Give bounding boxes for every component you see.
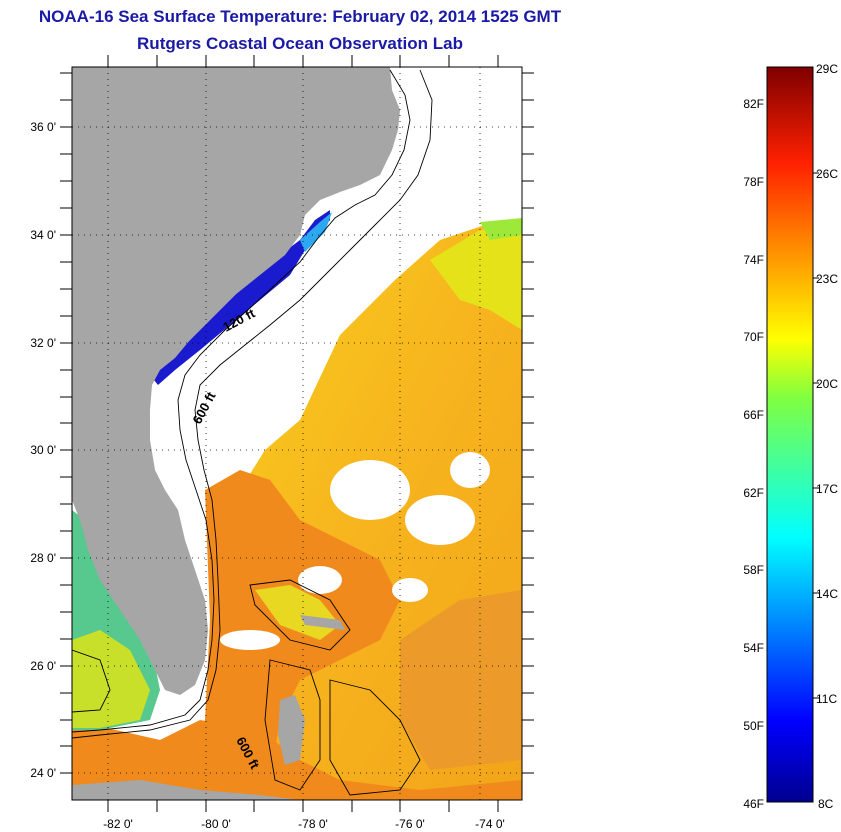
lon-label: -78 0' xyxy=(298,817,328,831)
axis-ticks xyxy=(60,55,534,812)
colorbar-fahrenheit-label: 50F xyxy=(743,719,764,733)
lat-label: 34 0' xyxy=(30,228,56,242)
colorbar-fahrenheit-label: 54F xyxy=(743,641,764,655)
colorbar-fahrenheit-label: 62F xyxy=(743,486,764,500)
colorbar-celsius-label: 23C xyxy=(816,272,838,286)
lon-label: -80 0' xyxy=(201,817,231,831)
colorbar-fahrenheit-label: 82F xyxy=(743,97,764,111)
colorbar-celsius-label: 17C xyxy=(816,482,838,496)
colorbar-celsius-label: 20C xyxy=(816,377,838,391)
sst-green-patch xyxy=(480,218,522,240)
lon-label: -82 0' xyxy=(103,817,133,831)
colorbar-fahrenheit-label: 66F xyxy=(743,408,764,422)
sst-gulf-stream xyxy=(200,470,400,800)
map-subtitle: Rutgers Coastal Ocean Observation Lab xyxy=(137,34,463,53)
sst-east-water xyxy=(400,590,522,770)
colorbar-fahrenheit-label: 46F xyxy=(743,797,764,811)
map-area xyxy=(72,67,522,800)
colorbar-fahrenheit-label: 78F xyxy=(743,175,764,189)
lat-label: 32 0' xyxy=(30,336,56,350)
longitude-labels: -82 0' -80 0' -78 0' -76 0' -74 0' xyxy=(103,817,505,831)
colorbar-fahrenheit-label: 58F xyxy=(743,563,764,577)
land-andros-island xyxy=(278,695,305,765)
temperature-colorbar: 29C 26C 23C 20C 17C 14C 11C 8C 82F 78F 7… xyxy=(743,62,838,811)
sst-gulf-yellow xyxy=(72,630,150,728)
colorbar-fahrenheit-label: 74F xyxy=(743,253,764,267)
lat-label: 26 0' xyxy=(30,659,56,673)
sst-yellow-patch xyxy=(430,225,522,330)
graticule xyxy=(72,67,522,800)
map-title: NOAA-16 Sea Surface Temperature: Februar… xyxy=(38,7,562,26)
land-cuba xyxy=(72,780,300,800)
map-frame xyxy=(71,66,523,801)
lat-label: 36 0' xyxy=(30,120,56,134)
land-north-america xyxy=(72,67,400,695)
colorbar-ticks xyxy=(813,172,819,699)
sst-cyan-coastal-edge xyxy=(300,212,332,252)
colorbar-celsius-label: 11C xyxy=(816,692,837,706)
cloud-patches xyxy=(220,452,490,650)
lat-label: 24 0' xyxy=(30,766,56,780)
colorbar-celsius-label: 8C xyxy=(818,797,834,811)
latitude-labels: 36 0' 34 0' 32 0' 30 0' 28 0' 26 0' 24 0… xyxy=(30,120,56,780)
colorbar-celsius-label: 26C xyxy=(816,167,838,181)
colorbar-celsius-label: 29C xyxy=(816,62,838,76)
lat-label: 28 0' xyxy=(30,551,56,565)
colorbar-gradient xyxy=(766,66,814,803)
lon-label: -76 0' xyxy=(395,817,425,831)
bathymetry-contours xyxy=(72,69,433,796)
colorbar-celsius-label: 14C xyxy=(816,587,838,601)
lon-label: -74 0' xyxy=(475,817,505,831)
colorbar-fahrenheit-label: 70F xyxy=(743,330,764,344)
land-grand-bahama xyxy=(300,615,345,630)
lat-label: 30 0' xyxy=(30,443,56,457)
